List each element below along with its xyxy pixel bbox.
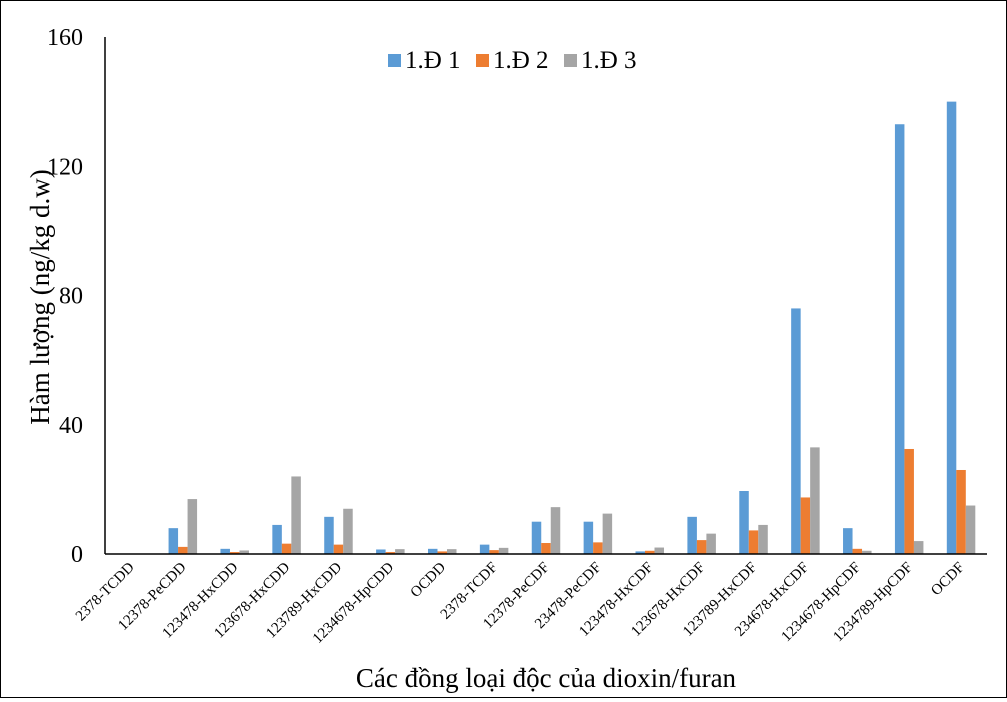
- legend-label: 1.Đ 2: [493, 47, 549, 74]
- bar: [946, 101, 957, 555]
- bar: [758, 524, 768, 554]
- legend-swatch: [564, 54, 577, 67]
- bar: [281, 543, 292, 554]
- bar: [437, 551, 447, 554]
- legend: 1.Đ 1 1.Đ 2 1.Đ 3: [388, 47, 637, 74]
- legend-swatch: [476, 54, 489, 67]
- bar: [956, 469, 966, 554]
- bar: [272, 524, 282, 554]
- bars-group: [168, 101, 976, 555]
- bar: [479, 544, 490, 554]
- y-axis-ticks: 0 40 80 120 160: [47, 25, 83, 568]
- y-tick-label: 160: [47, 25, 83, 51]
- bar: [706, 533, 716, 554]
- y-tick-label: 80: [59, 284, 83, 310]
- bar: [843, 528, 853, 554]
- bar: [427, 548, 438, 554]
- bar: [593, 542, 603, 554]
- bar: [178, 546, 188, 554]
- bar: [395, 549, 405, 554]
- bar: [239, 550, 249, 554]
- bar: [965, 505, 976, 554]
- bar: [739, 490, 749, 554]
- bar: [446, 549, 457, 554]
- bar: [654, 547, 665, 554]
- bar: [376, 549, 386, 554]
- x-tick-label: OCDD: [408, 559, 449, 600]
- bar: [583, 521, 594, 554]
- bar: [687, 516, 697, 554]
- bar: [291, 476, 301, 554]
- bar: [852, 548, 863, 554]
- bar: [187, 499, 198, 554]
- bar: [168, 528, 179, 554]
- bar: [748, 530, 759, 554]
- bar: [810, 447, 820, 554]
- bar: [862, 550, 872, 554]
- x-tick-label: OCDF: [928, 560, 968, 600]
- bar: [791, 308, 801, 554]
- y-axis-title: Hàm lượng (ng/kg d.w): [25, 169, 55, 424]
- bar: [333, 544, 344, 554]
- bar: [489, 550, 499, 554]
- bar: [324, 516, 334, 554]
- bar: [894, 124, 905, 555]
- bar: [904, 448, 914, 554]
- bar: [343, 508, 353, 554]
- bar: [385, 552, 396, 554]
- legend-label: 1.Đ 3: [581, 47, 637, 74]
- bar: [602, 513, 613, 554]
- bar: [550, 507, 561, 554]
- bar: [229, 552, 240, 554]
- bar: [800, 497, 811, 554]
- y-tick-label: 40: [59, 413, 83, 439]
- legend-label: 1.Đ 1: [405, 47, 461, 74]
- bar: [498, 547, 509, 554]
- bar: [220, 548, 230, 554]
- x-axis-tick-labels: 2378-TCDD12378-PeCDD123478-HxCDD123678-H…: [73, 559, 968, 646]
- bar: [635, 551, 646, 554]
- legend-swatch: [388, 54, 401, 67]
- bar: [531, 521, 542, 554]
- y-tick-label: 120: [47, 154, 83, 180]
- bar: [696, 540, 707, 554]
- bar: [541, 543, 551, 554]
- bar: [913, 541, 924, 554]
- bar: [645, 550, 655, 554]
- x-axis-title: Các đồng loại độc của dioxin/furan: [356, 663, 737, 693]
- y-tick-label: 0: [71, 542, 83, 568]
